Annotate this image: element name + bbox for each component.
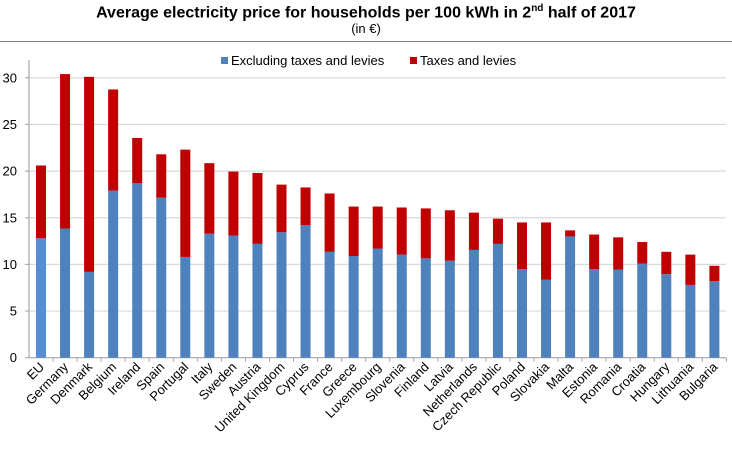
bar-taxes (661, 251, 672, 275)
bar-taxes (324, 193, 335, 252)
bar-taxes (276, 184, 287, 233)
bar-taxes (36, 165, 46, 239)
bar-taxes (348, 206, 359, 257)
chart-title-end: half of 2017 (543, 4, 636, 22)
chart-title-superscript: nd (531, 3, 544, 14)
bar-excluding-taxes (468, 249, 479, 358)
bar-taxes (492, 218, 503, 244)
bar-taxes (372, 206, 383, 249)
y-tick-label: 30 (3, 70, 17, 85)
bar-excluding-taxes (84, 271, 95, 358)
bar-excluding-taxes (204, 233, 215, 358)
bar-taxes (228, 171, 239, 236)
bar-taxes (517, 222, 527, 270)
bar-excluding-taxes (420, 258, 431, 358)
bar-excluding-taxes (324, 251, 335, 358)
legend-label-excluding-taxes: Excluding taxes and levies (231, 53, 385, 68)
legend-item-taxes: Taxes and levies (410, 53, 516, 68)
y-tick-label: 15 (3, 210, 17, 225)
bar-taxes (252, 172, 263, 244)
bar-excluding-taxes (565, 236, 576, 358)
bar-taxes (589, 234, 600, 270)
bar-excluding-taxes (228, 235, 239, 358)
bar-excluding-taxes (709, 281, 720, 358)
bar-excluding-taxes (252, 243, 263, 358)
bar-excluding-taxes (685, 284, 696, 358)
bar-taxes (468, 212, 479, 250)
bar-excluding-taxes (108, 190, 119, 358)
bar-taxes (300, 187, 311, 226)
bar-excluding-taxes (276, 232, 287, 358)
bar-taxes (613, 237, 624, 270)
bar-taxes (444, 210, 455, 261)
bar-excluding-taxes (156, 197, 167, 358)
y-tick-label: 0 (10, 350, 17, 365)
bar-excluding-taxes (300, 225, 311, 358)
bar-taxes (204, 163, 215, 234)
legend-swatch-taxes (410, 57, 417, 64)
bar-taxes (108, 89, 119, 191)
legend-label-taxes: Taxes and levies (420, 53, 517, 68)
bar-taxes (156, 154, 167, 198)
y-tick-label: 10 (3, 257, 17, 272)
bar-excluding-taxes (348, 256, 359, 358)
bar-taxes (132, 137, 143, 184)
bar-excluding-taxes (492, 243, 503, 358)
bar-excluding-taxes (36, 238, 46, 358)
bar-excluding-taxes (372, 248, 383, 358)
bar-taxes (685, 254, 696, 285)
bar-excluding-taxes (541, 279, 552, 358)
bar-taxes (637, 242, 648, 264)
bar-excluding-taxes (396, 254, 407, 358)
y-tick-label: 25 (3, 117, 17, 132)
bar-excluding-taxes (180, 256, 191, 358)
chart-title-main: Average electricity price for households… (96, 4, 532, 22)
bar-excluding-taxes (60, 228, 71, 358)
legend-swatch-excluding-taxes (221, 57, 228, 64)
y-tick-label: 20 (3, 164, 17, 179)
bar-excluding-taxes (589, 269, 600, 358)
bar-excluding-taxes (132, 183, 143, 358)
bar-excluding-taxes (444, 260, 455, 358)
bar-excluding-taxes (661, 274, 672, 358)
bar-excluding-taxes (613, 269, 624, 358)
title-separator (0, 41, 732, 42)
bar-taxes (396, 207, 407, 255)
legend-item-excluding-taxes: Excluding taxes and levies (221, 53, 384, 68)
bar-taxes (541, 222, 552, 280)
bar-excluding-taxes (637, 263, 648, 358)
bar-taxes (565, 230, 576, 237)
bar-taxes (420, 208, 431, 259)
chart-title: Average electricity price for households… (0, 3, 732, 22)
chart-subtitle: (in €) (351, 21, 381, 36)
bar-taxes (60, 74, 71, 229)
bar-taxes (709, 265, 720, 282)
y-tick-label: 5 (10, 304, 17, 319)
bar-taxes (84, 76, 95, 272)
bar-excluding-taxes (517, 269, 527, 358)
bar-taxes (180, 149, 191, 257)
